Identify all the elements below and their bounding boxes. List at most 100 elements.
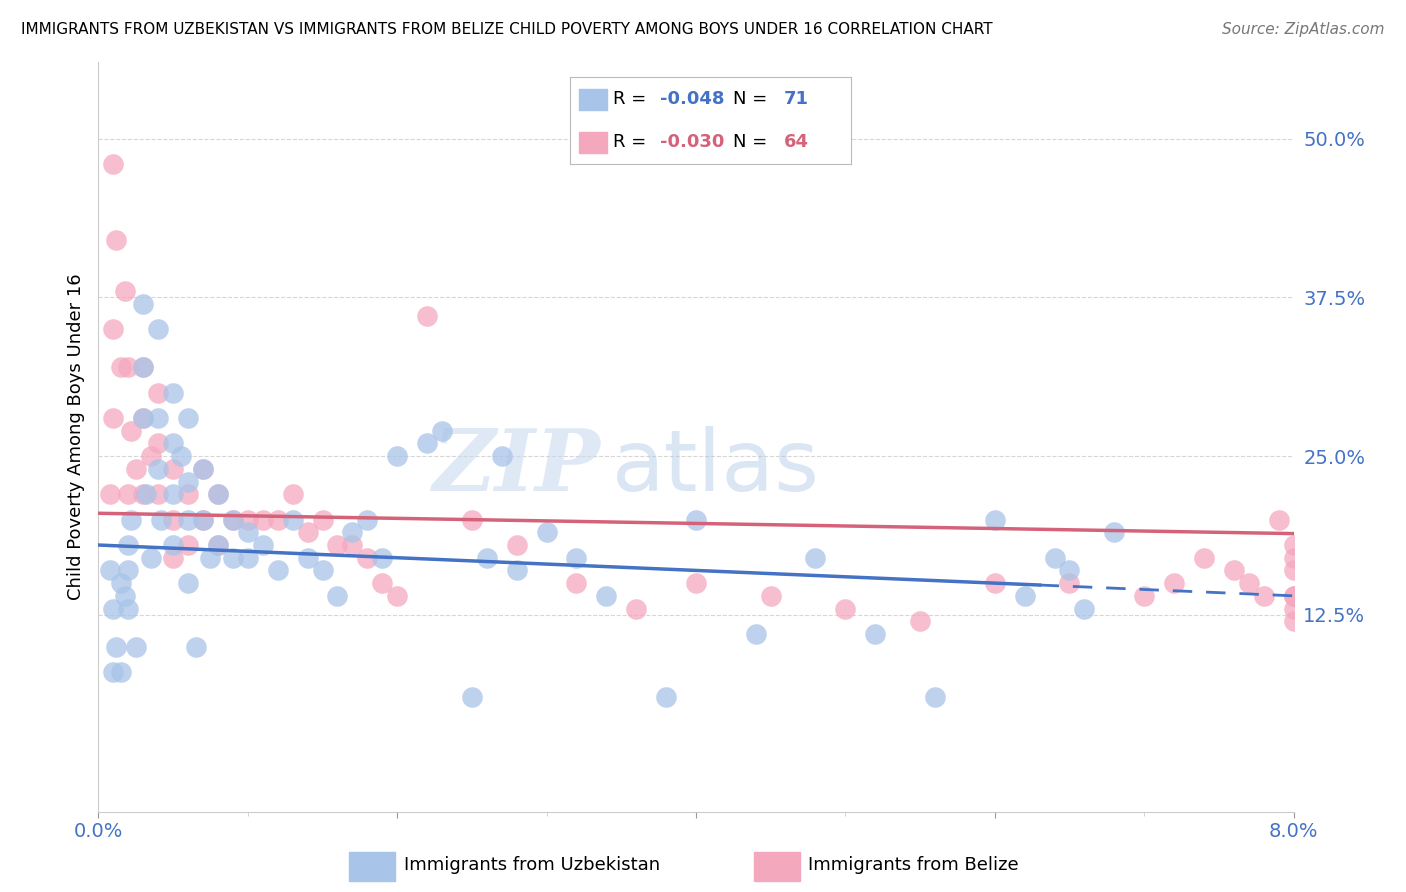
Point	[125, 640, 148, 654]
Point	[475, 550, 498, 565]
Point	[745, 627, 768, 641]
Point	[162, 538, 184, 552]
Point	[117, 538, 139, 552]
Point	[1282, 601, 1305, 615]
Point	[1059, 576, 1081, 591]
Point	[356, 550, 378, 565]
Point	[148, 436, 170, 450]
Point	[148, 385, 170, 400]
Point	[162, 513, 184, 527]
Text: Source: ZipAtlas.com: Source: ZipAtlas.com	[1222, 22, 1385, 37]
Point	[162, 550, 184, 565]
Point	[110, 360, 132, 375]
Point	[252, 513, 274, 527]
Point	[177, 576, 200, 591]
Point	[297, 550, 319, 565]
Text: Immigrants from Belize: Immigrants from Belize	[808, 856, 1019, 874]
Point	[207, 538, 229, 552]
Point	[110, 665, 132, 679]
Point	[1282, 538, 1305, 552]
Point	[132, 487, 155, 501]
Point	[177, 475, 200, 489]
Point	[1282, 589, 1305, 603]
Point	[1163, 576, 1185, 591]
Point	[1282, 550, 1305, 565]
Point	[416, 436, 439, 450]
Point	[169, 449, 191, 463]
Point	[1267, 513, 1289, 527]
Point	[461, 690, 484, 705]
Point	[371, 576, 394, 591]
Point	[924, 690, 946, 705]
Point	[103, 411, 125, 425]
Point	[267, 513, 290, 527]
Point	[430, 424, 453, 438]
Point	[1192, 550, 1215, 565]
Point	[135, 487, 157, 501]
Point	[1282, 563, 1305, 577]
Point	[191, 462, 214, 476]
Point	[139, 550, 162, 565]
Point	[1282, 589, 1305, 603]
Point	[148, 487, 170, 501]
Point	[98, 487, 122, 501]
Point	[342, 525, 364, 540]
Point	[103, 157, 125, 171]
Point	[311, 563, 333, 577]
Point	[162, 487, 184, 501]
Point	[536, 525, 558, 540]
Point	[326, 589, 349, 603]
Point	[125, 462, 148, 476]
Point	[236, 513, 259, 527]
Point	[117, 601, 139, 615]
Point	[1043, 550, 1066, 565]
Point	[1133, 589, 1156, 603]
Point	[506, 538, 529, 552]
Point	[132, 360, 155, 375]
Point	[1104, 525, 1126, 540]
Point	[105, 233, 128, 247]
Point	[655, 690, 678, 705]
Point	[385, 449, 409, 463]
Point	[148, 462, 170, 476]
Point	[222, 513, 245, 527]
Point	[177, 513, 200, 527]
Point	[132, 411, 155, 425]
Point	[200, 550, 222, 565]
Point	[177, 487, 200, 501]
Point	[759, 589, 782, 603]
Point	[105, 640, 128, 654]
Point	[207, 487, 229, 501]
Text: ZIP: ZIP	[433, 425, 600, 508]
Point	[120, 513, 142, 527]
Point	[491, 449, 513, 463]
Point	[191, 513, 214, 527]
Point	[804, 550, 827, 565]
Point	[120, 424, 142, 438]
Point	[114, 284, 136, 298]
Point	[984, 576, 1007, 591]
Point	[132, 411, 155, 425]
Point	[1059, 563, 1081, 577]
Point	[1253, 589, 1275, 603]
Point	[139, 449, 162, 463]
Point	[565, 576, 588, 591]
Point	[385, 589, 409, 603]
Point	[117, 487, 139, 501]
Text: atlas: atlas	[613, 425, 820, 508]
Point	[281, 513, 304, 527]
Point	[184, 640, 207, 654]
Point	[222, 513, 245, 527]
Point	[984, 513, 1007, 527]
Point	[162, 385, 184, 400]
Point	[342, 538, 364, 552]
Point	[177, 538, 200, 552]
Point	[416, 310, 439, 324]
Point	[132, 360, 155, 375]
Point	[148, 411, 170, 425]
Point	[326, 538, 349, 552]
Point	[1014, 589, 1036, 603]
Point	[565, 550, 588, 565]
Point	[114, 589, 136, 603]
Point	[506, 563, 529, 577]
